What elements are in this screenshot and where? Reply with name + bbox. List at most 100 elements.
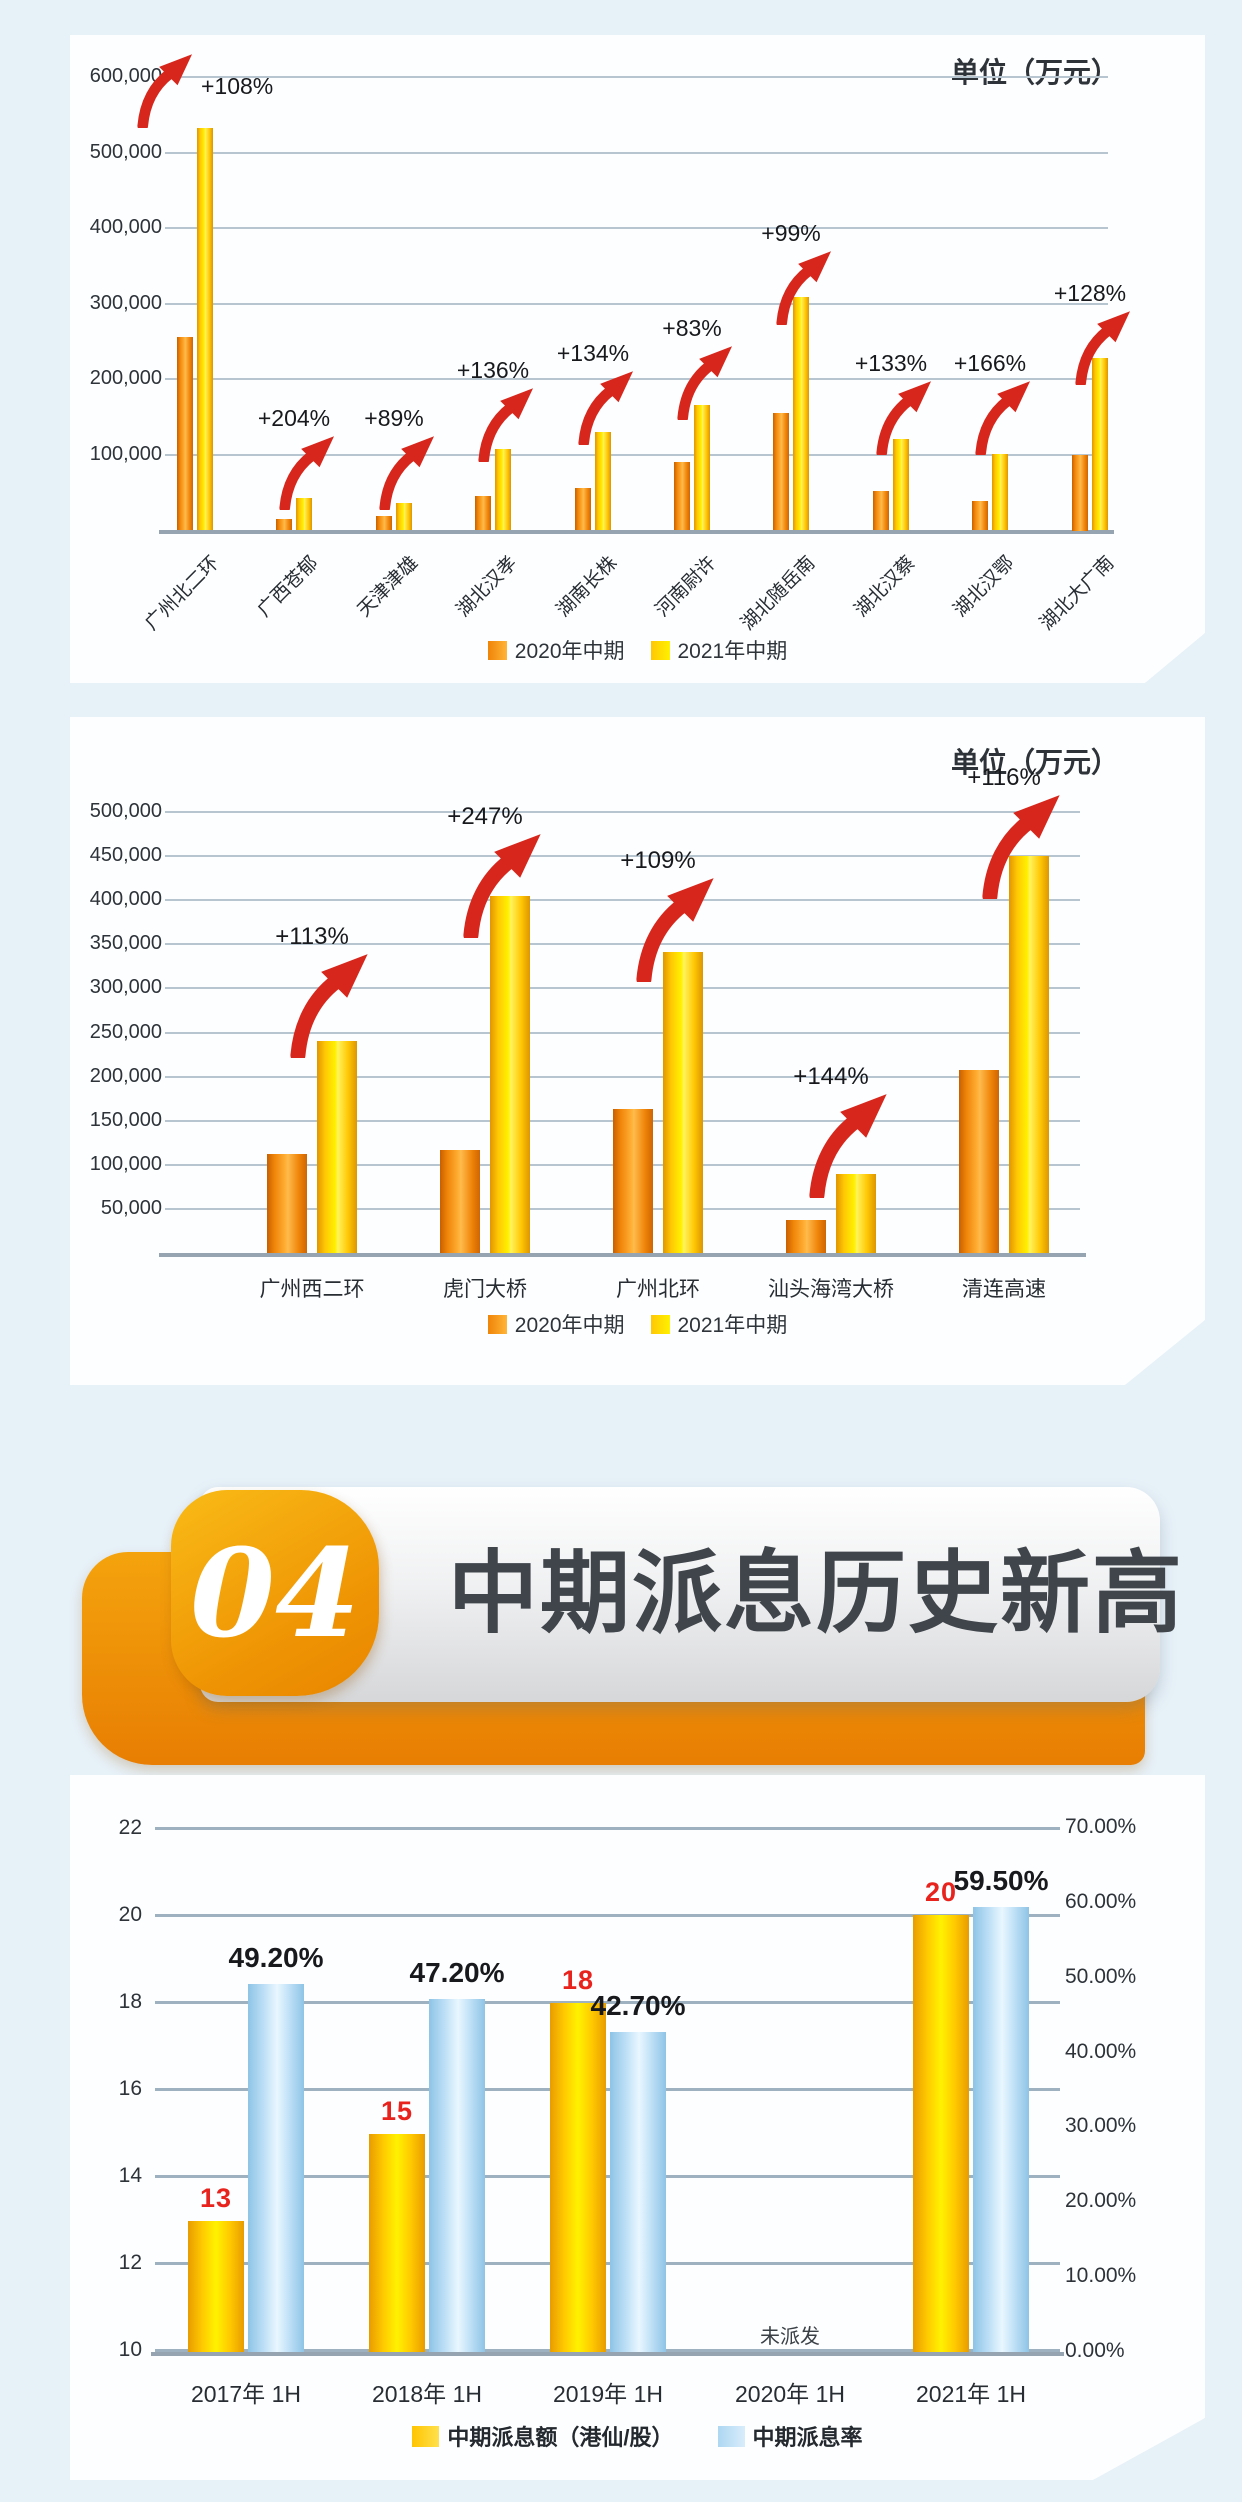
growth-label: +89% bbox=[364, 405, 424, 431]
y-axis-label: 100,000 bbox=[89, 1153, 162, 1175]
payout-ratio-value: 42.70% bbox=[590, 1990, 686, 2021]
y-axis-label: 50,000 bbox=[100, 1197, 162, 1219]
legend-label-2020: 2020年中期 bbox=[514, 640, 625, 663]
bar-2020 bbox=[959, 1070, 999, 1253]
chart-2-legend: 2020年中期 2021年中期 bbox=[70, 1309, 1205, 1339]
right-axis-label: 70.00% bbox=[1065, 1815, 1137, 1838]
dividend-amount-value: 13 bbox=[199, 2183, 233, 2213]
gridline bbox=[165, 855, 1080, 857]
growth-arrow-icon bbox=[806, 1094, 888, 1198]
legend-swatch-2021-icon bbox=[651, 641, 670, 660]
y-axis-label: 500,000 bbox=[89, 800, 162, 822]
bar-2021 bbox=[1092, 358, 1108, 530]
category-label: 清连高速 bbox=[962, 1278, 1046, 1301]
growth-label: +109% bbox=[620, 847, 696, 874]
growth-arrow-icon bbox=[633, 878, 715, 982]
legend-item-2020: 2020年中期 bbox=[488, 635, 625, 665]
y-axis-label: 250,000 bbox=[89, 1021, 162, 1043]
bar-payout-ratio bbox=[429, 1999, 485, 2352]
growth-label: +204% bbox=[257, 405, 331, 431]
payout-ratio-value: 59.50% bbox=[953, 1865, 1049, 1896]
section-title: 中期派息历史新高 bbox=[448, 1544, 1184, 1644]
legend-item-2020: 2020年中期 bbox=[488, 1309, 625, 1339]
growth-arrow-icon bbox=[460, 834, 542, 938]
y-axis-label: 350,000 bbox=[89, 932, 162, 954]
bar-payout-ratio bbox=[248, 1984, 304, 2352]
category-label: 汕头海湾大桥 bbox=[768, 1278, 894, 1301]
payout-ratio-value: 49.20% bbox=[228, 1942, 324, 1973]
dividend-chart-card: 未派发 中期派息额（港仙/股） 中期派息率 22 20 18 16 14 12 10 70.0… bbox=[70, 1775, 1205, 2480]
toll-revenue-chart-card-1: 单位（万元） 2020年中期 2021年中期 600,000 500,000 400… bbox=[70, 35, 1205, 683]
gridline bbox=[155, 2349, 1060, 2352]
legend-item-payout-ratio: 中期派息率 bbox=[718, 2420, 863, 2452]
growth-arrow-icon bbox=[774, 251, 832, 325]
legend-item-dividend-amount: 中期派息额（港仙/股） bbox=[412, 2420, 673, 2452]
bar-2020 bbox=[575, 488, 591, 530]
x-axis-baseline bbox=[159, 530, 1114, 534]
bar-2020 bbox=[773, 413, 789, 530]
x-axis-baseline bbox=[151, 2352, 1064, 2356]
y-axis-label: 150,000 bbox=[89, 1109, 162, 1131]
legend-swatch-dividend-amount-icon bbox=[412, 2426, 439, 2447]
left-axis-label: 14 bbox=[118, 2164, 142, 2187]
toll-revenue-chart-card-2: 单位（万元） 2020年中期 2021年中期 500,000 450,000 400… bbox=[70, 717, 1205, 1385]
y-axis-label: 100,000 bbox=[89, 443, 162, 465]
gridline bbox=[165, 1032, 1080, 1034]
y-axis-label: 300,000 bbox=[89, 292, 162, 314]
gridline bbox=[165, 811, 1080, 813]
right-axis-label: 50.00% bbox=[1065, 1965, 1137, 1988]
gridline bbox=[155, 2175, 1060, 2178]
right-axis-label: 40.00% bbox=[1065, 2040, 1137, 2063]
left-axis-label: 16 bbox=[118, 2077, 142, 2100]
growth-label: +134% bbox=[556, 340, 630, 366]
growth-label: +128% bbox=[1053, 280, 1127, 306]
growth-arrow-icon bbox=[135, 54, 193, 128]
gridline bbox=[155, 1914, 1060, 1917]
legend-label-dividend-amount: 中期派息额（港仙/股） bbox=[447, 2425, 674, 2450]
gridline bbox=[165, 987, 1080, 989]
growth-arrow-icon bbox=[675, 346, 733, 420]
chart-1-legend: 2020年中期 2021年中期 bbox=[70, 635, 1205, 665]
unit-label: 单位（万元） bbox=[950, 57, 1119, 88]
legend-label-2021: 2021年中期 bbox=[677, 640, 788, 663]
gridline bbox=[165, 454, 1108, 456]
dividend-amount-value: 20 bbox=[924, 1877, 958, 1907]
legend-item-2021: 2021年中期 bbox=[651, 635, 788, 665]
dividend-amount-value: 18 bbox=[561, 1965, 595, 1995]
bar-2021 bbox=[1009, 856, 1049, 1253]
no-payout-note: 未派发 bbox=[760, 2326, 820, 2348]
right-axis-label: 60.00% bbox=[1065, 1890, 1137, 1913]
y-axis-label: 400,000 bbox=[89, 888, 162, 910]
bar-2021 bbox=[595, 432, 611, 530]
growth-label: +83% bbox=[662, 315, 722, 341]
growth-label: +108% bbox=[201, 73, 274, 99]
right-axis-label: 10.00% bbox=[1065, 2264, 1137, 2287]
gridline bbox=[165, 227, 1108, 229]
right-axis-label: 20.00% bbox=[1065, 2189, 1137, 2212]
bar-2020 bbox=[376, 516, 392, 530]
bar-2020 bbox=[972, 501, 988, 530]
y-axis-label: 200,000 bbox=[89, 1065, 162, 1087]
bar-2021 bbox=[694, 405, 710, 530]
growth-label: +99% bbox=[761, 220, 821, 246]
bar-2020 bbox=[177, 337, 193, 530]
unit-label: 单位（万元） bbox=[950, 747, 1119, 778]
legend-item-2021: 2021年中期 bbox=[651, 1309, 788, 1339]
growth-arrow-icon bbox=[377, 436, 435, 510]
y-axis-label: 500,000 bbox=[89, 141, 162, 163]
y-axis-label: 400,000 bbox=[89, 216, 162, 238]
bar-2021 bbox=[495, 449, 511, 530]
gridline bbox=[165, 899, 1080, 901]
bar-dividend-amount bbox=[188, 2221, 244, 2352]
bar-payout-ratio bbox=[610, 2032, 666, 2352]
legend-label-payout-ratio: 中期派息率 bbox=[752, 2425, 863, 2450]
category-label: 广州北环 bbox=[616, 1278, 700, 1301]
bar-2020 bbox=[674, 462, 690, 530]
legend-swatch-2020-icon bbox=[488, 641, 507, 660]
left-axis-label: 18 bbox=[118, 1990, 142, 2013]
growth-label: +136% bbox=[456, 357, 530, 383]
bar-2021 bbox=[296, 498, 312, 530]
bar-2020 bbox=[786, 1220, 826, 1253]
legend-label-2021: 2021年中期 bbox=[677, 1314, 788, 1337]
